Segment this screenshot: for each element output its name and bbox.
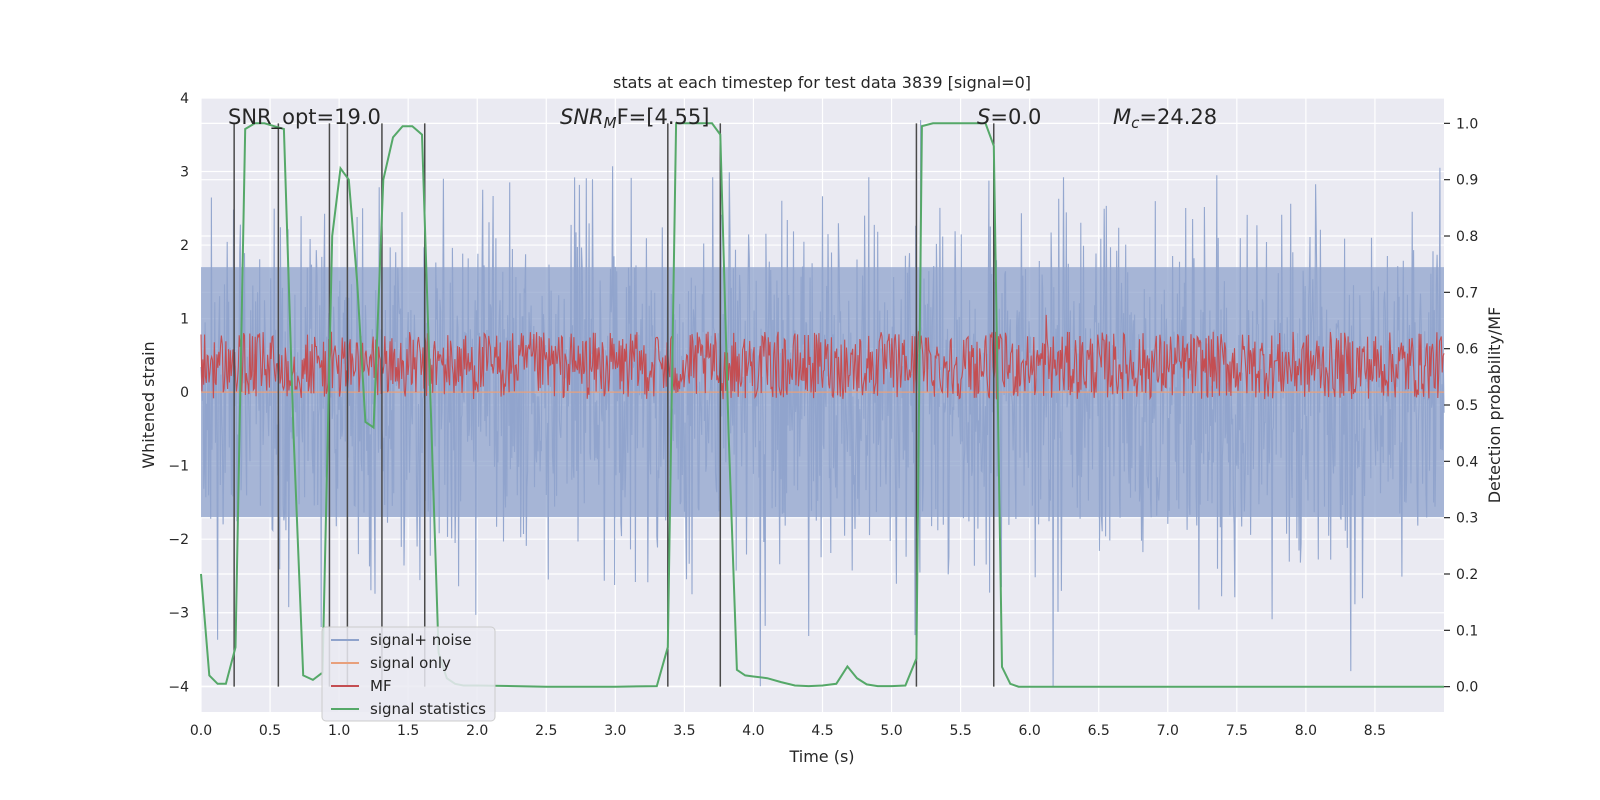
- x-tick-label: 6.0: [1019, 723, 1041, 739]
- annotation-s: S=0.0: [977, 105, 1041, 129]
- y-tick-label-left: 4: [180, 91, 189, 107]
- legend-label-signal-statistics: signal statistics: [370, 700, 486, 718]
- y-tick-label-right: 0.8: [1456, 229, 1478, 245]
- line-signal-noise: [200, 120, 1445, 687]
- x-tick-label: 0.5: [259, 723, 281, 739]
- y-tick-label-left: −2: [168, 532, 189, 548]
- x-tick-label: 3.5: [673, 723, 695, 739]
- annotation-mc: Mc=24.28: [1113, 105, 1217, 132]
- y-tick-label-left: 1: [180, 312, 189, 328]
- y-tick-label-right: 0.7: [1456, 285, 1478, 301]
- x-tick-label: 6.5: [1088, 723, 1110, 739]
- x-tick-label: 7.0: [1157, 723, 1179, 739]
- line-mf: [200, 314, 1445, 401]
- y-tick-label-right: 0.3: [1456, 511, 1478, 527]
- y-tick-label-right: 0.2: [1456, 567, 1478, 583]
- y-tick-label-right: 0.1: [1456, 623, 1478, 639]
- series-signal-statistics: [200, 122, 1444, 688]
- y-axis-label-left: Whitened strain: [139, 341, 158, 468]
- legend-label-signal-only: signal only: [370, 654, 451, 672]
- y-tick-label-left: 3: [180, 165, 189, 181]
- tick-labels: 0.0 0.5 1.0 1.5 2.0 2.5 3.0 3.5 4.0 4.5 5.0 5.5 6.0 6…: [168, 91, 1478, 739]
- legend-box: [321, 626, 496, 722]
- y-tick-label-left: 0: [180, 385, 189, 401]
- y-tick-label-left: −4: [168, 679, 189, 695]
- annotations: SNR_opt=19.0 SNRMF=[4.55] S=0.0 Mc=24.28: [228, 105, 1217, 132]
- x-tick-label: 8.5: [1364, 723, 1386, 739]
- x-tick-label: 2.5: [535, 723, 557, 739]
- annotation-snr-mf: SNRMF=[4.55]: [560, 105, 709, 132]
- series-mf: [200, 314, 1445, 401]
- y-tick-label-right: 1.0: [1456, 116, 1478, 132]
- y-tick-label-right: 0.5: [1456, 398, 1478, 414]
- x-tick-label: 1.5: [397, 723, 419, 739]
- x-tick-label: 8.0: [1295, 723, 1317, 739]
- y-tick-label-left: 2: [180, 238, 189, 254]
- x-tick-label: 5.5: [949, 723, 971, 739]
- x-tick-label: 7.5: [1226, 723, 1248, 739]
- y-tick-label-right: 0.6: [1456, 342, 1478, 358]
- x-tick-label: 3.0: [604, 723, 626, 739]
- annotation-snr-opt: SNR_opt=19.0: [228, 105, 381, 130]
- legend: signal+ noise signal only MF signal stat…: [321, 626, 496, 722]
- y-tick-label-left: −3: [168, 606, 189, 622]
- line-signal-statistics: [200, 122, 1444, 688]
- y-tick-label-right: 0.9: [1456, 173, 1478, 189]
- y-tick-label-right: 0.0: [1456, 680, 1478, 696]
- x-axis-label: Time (s): [788, 747, 854, 766]
- y-tick-label-right: 0.4: [1456, 454, 1478, 470]
- legend-label-mf: MF: [370, 677, 392, 695]
- x-tick-label: 2.0: [466, 723, 488, 739]
- y-tick-label-left: −1: [168, 459, 189, 475]
- chart-title: stats at each timestep for test data 383…: [613, 73, 1031, 92]
- x-tick-label: 4.0: [742, 723, 764, 739]
- y-axis-label-right: Detection probability/MF: [1485, 307, 1504, 504]
- x-tick-label: 4.5: [811, 723, 833, 739]
- x-tick-label: 0.0: [190, 723, 212, 739]
- legend-label-signal-noise: signal+ noise: [370, 631, 472, 649]
- x-tick-label: 5.0: [880, 723, 902, 739]
- x-tick-label: 1.0: [328, 723, 350, 739]
